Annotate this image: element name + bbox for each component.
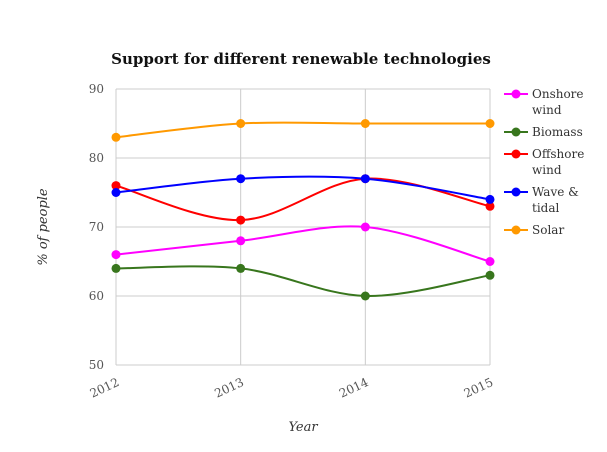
data-point <box>485 201 495 211</box>
data-point <box>111 181 121 191</box>
legend-swatch-dot <box>511 225 521 235</box>
series-line-3 <box>115 175 491 201</box>
data-point <box>236 119 246 128</box>
data-point <box>485 194 495 204</box>
y-axis-ticks: 50 60 70 80 90 <box>89 82 104 372</box>
y-axis-label: % of people <box>36 188 51 266</box>
data-point <box>360 119 370 128</box>
legend: Onshore wind Biomass Offshore wind Wave & tida… <box>504 87 584 237</box>
data-point <box>111 188 121 197</box>
data-point <box>111 132 121 142</box>
series-line-0 <box>115 225 491 263</box>
y-tick-label: 80 <box>89 151 104 165</box>
series-group <box>111 119 495 301</box>
legend-label: wind <box>532 163 562 177</box>
data-point <box>485 119 495 128</box>
series-line-1 <box>115 265 491 298</box>
legend-swatch-dot <box>511 89 521 99</box>
data-point <box>236 215 246 225</box>
data-point <box>111 263 121 273</box>
legend-swatch-dot <box>511 127 521 137</box>
legend-label: Solar <box>532 223 564 237</box>
data-point <box>485 257 495 266</box>
legend-label: tidal <box>532 201 559 215</box>
x-tick-label: 2013 <box>212 375 246 401</box>
chart-title: Support for different renewable technolo… <box>111 50 491 68</box>
data-point <box>111 250 121 260</box>
x-tick-label: 2014 <box>337 375 371 401</box>
legend-swatch-dot <box>511 187 521 197</box>
y-tick-label: 90 <box>89 82 104 96</box>
x-tick-label: 2015 <box>462 375 496 401</box>
x-axis-ticks: 2012 2013 2014 2015 <box>88 375 496 401</box>
data-point <box>236 236 246 246</box>
y-tick-label: 60 <box>89 289 104 303</box>
legend-label: Offshore <box>532 147 584 161</box>
x-axis-label: Year <box>288 420 318 435</box>
series-line-4 <box>115 121 490 139</box>
data-point <box>360 222 370 232</box>
data-point <box>236 263 246 273</box>
x-tick-label: 2012 <box>88 375 122 401</box>
data-point <box>360 174 370 184</box>
legend-swatch-dot <box>511 149 521 159</box>
data-point <box>485 270 495 280</box>
legend-label: Biomass <box>532 125 583 139</box>
y-tick-label: 50 <box>89 358 104 372</box>
legend-label: wind <box>532 103 562 117</box>
legend-label: Wave & <box>532 185 579 199</box>
legend-label: Onshore <box>532 87 584 101</box>
y-tick-label: 70 <box>89 220 104 234</box>
data-point <box>360 291 370 301</box>
data-point <box>236 174 246 184</box>
